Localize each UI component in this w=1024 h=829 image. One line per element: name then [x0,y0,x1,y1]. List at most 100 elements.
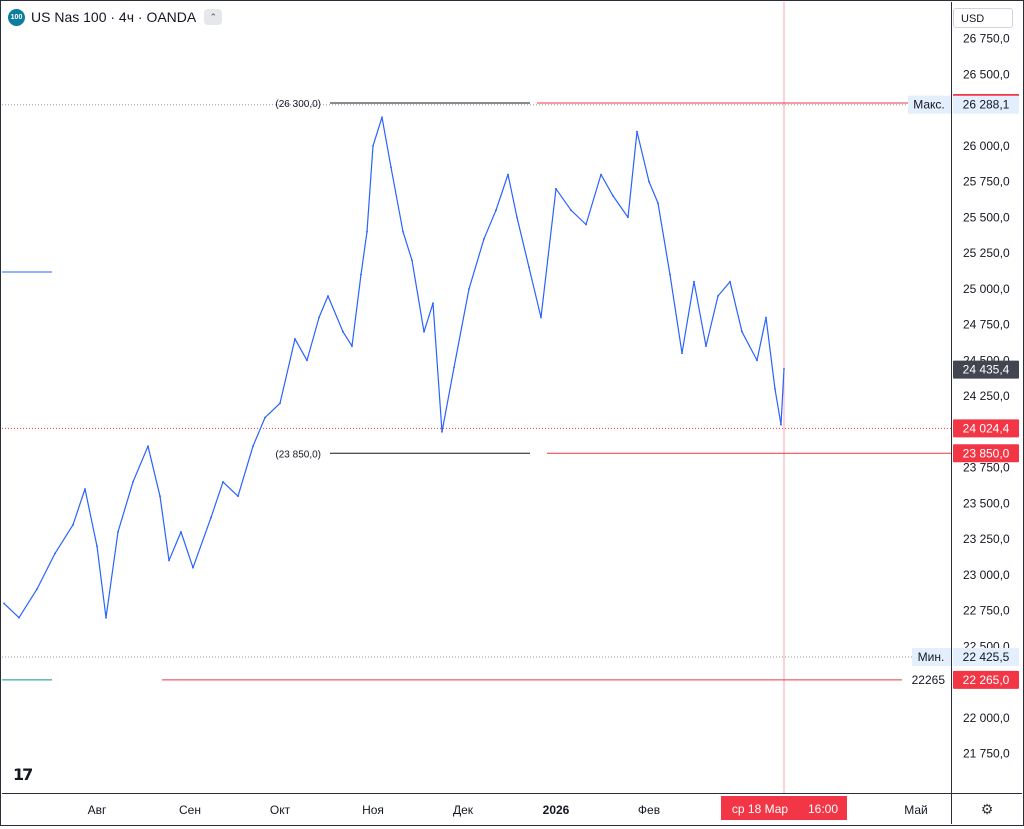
price-tick-label: 23 500,0 [963,496,1010,510]
price-point [636,130,638,133]
price-tag-line-22265-bg [953,670,1019,689]
min-label-bg [912,647,951,666]
price-point [117,531,119,533]
price-point [423,330,425,333]
price-point [648,180,650,183]
time-tick-label: Дек [453,803,474,817]
time-scale[interactable]: Авг Сен Окт Ноя Дек 2026 Фев Май ср 18 Мар 16:00 [2,793,951,824]
time-scale-svg[interactable]: Авг Сен Окт Ноя Дек 2026 Фев Май ср 18 Мар 16:00 [2,794,951,824]
price-point [132,481,134,483]
price-point [84,488,86,490]
price-point [366,230,368,233]
price-point [555,187,557,190]
price-point [441,431,443,433]
price-point [372,145,374,147]
max-value-tag-bg [953,95,1019,114]
price-plot[interactable]: (26 300,0) (23 850,0) 22265 Макс. Мин. [2,2,951,793]
level-left-label: (23 850,0) [275,449,321,460]
symbol-logo-icon: 100 [8,8,25,26]
price-point [585,223,587,226]
price-point [72,523,74,526]
crosshair-date-tag-bg [721,796,847,820]
collapse-chevron-icon[interactable]: ⌃ [204,9,223,25]
plot-area[interactable]: (26 300,0) (23 850,0) 22265 Макс. Мин. [2,2,951,793]
price-point [381,116,383,119]
max-label-bg [908,95,951,114]
price-point [54,552,56,555]
price-point [390,166,392,169]
price-point [756,359,758,362]
price-point [540,316,542,319]
price-tick-label: 21 750,0 [963,747,1010,761]
min-label: Мин. [918,650,945,664]
time-tick-label: Фев [638,803,660,817]
time-tick-label: Май [904,803,928,817]
price-point [627,216,629,219]
currency-button[interactable]: USD [953,8,1013,28]
price-point [279,402,281,405]
price-point [192,566,194,569]
chart-title[interactable]: US Nas 100 · 4ч · OANDA [31,9,197,25]
price-scale[interactable]: 26 750,0 26 500,0 26 000,0 25 750,0 25 500,0… [951,2,1022,793]
price-point [159,495,161,498]
price-tag-line-22265: 22 265,0 [963,673,1010,687]
price-point [453,366,455,369]
price-point [693,280,695,283]
price-point [516,216,518,219]
price-point [765,316,767,319]
price-tick-label: 22 750,0 [963,604,1010,618]
price-tick-label: 24 750,0 [963,318,1010,332]
price-point [294,338,296,340]
price-tick-label: 23 250,0 [963,532,1010,546]
price-point [783,368,785,370]
price-point [780,423,782,426]
last-price-tag: 24 435,4 [963,363,1010,377]
max-value-tag: 26 288,1 [963,98,1010,112]
price-point [528,266,530,269]
price-tag-line-23850-bg [953,444,1019,463]
price-point [741,330,743,333]
time-tick-label: Ноя [362,803,384,817]
price-tick-label: 26 000,0 [963,139,1010,153]
price-series-line [3,116,785,619]
price-point [105,616,107,619]
time-tick-label: Окт [270,803,291,817]
time-tick-label: 2026 [543,803,570,817]
price-point [327,295,329,297]
tradingview-logo[interactable]: 17 [13,765,33,784]
price-point [717,295,719,297]
price-scale-svg[interactable]: 26 750,0 26 500,0 26 000,0 25 750,0 25 500,0… [952,2,1022,793]
time-tick-label: Авг [88,803,107,817]
symbol-header[interactable]: 100 US Nas 100 · 4ч · OANDA ⌃ [8,8,223,26]
crosshair-date-label: ср 18 Мар [732,802,788,816]
price-point [222,481,224,483]
price-tick-label: 24 250,0 [963,389,1010,403]
price-point [96,545,98,548]
level-left-label: (26 300,0) [275,99,321,110]
support-line-label: 22265 [912,673,946,687]
price-tag-line-24024-bg [953,419,1019,438]
price-point [264,416,266,419]
price-point [669,273,671,276]
price-point [483,237,485,240]
price-tick-label: 25 500,0 [963,210,1010,224]
price-point [318,316,320,319]
price-point [147,445,149,448]
price-point [507,173,509,176]
price-point [681,352,683,355]
price-point [600,173,602,176]
price-point [360,273,362,276]
price-tick-label: 25 750,0 [963,175,1010,189]
price-tag-line-23850: 23 850,0 [963,446,1010,460]
price-point [342,330,344,333]
price-point [3,602,5,605]
price-tick-label: 23 000,0 [963,568,1010,582]
min-value-tag-bg [953,647,1019,666]
settings-gear-icon[interactable]: ⚙ [951,793,1022,824]
price-point [252,445,254,448]
price-tick-label: 26 750,0 [963,32,1010,46]
price-point [432,302,434,305]
time-tick-label: Сен [179,803,201,817]
price-tick-label: 25 000,0 [963,282,1010,296]
price-point [180,531,182,533]
